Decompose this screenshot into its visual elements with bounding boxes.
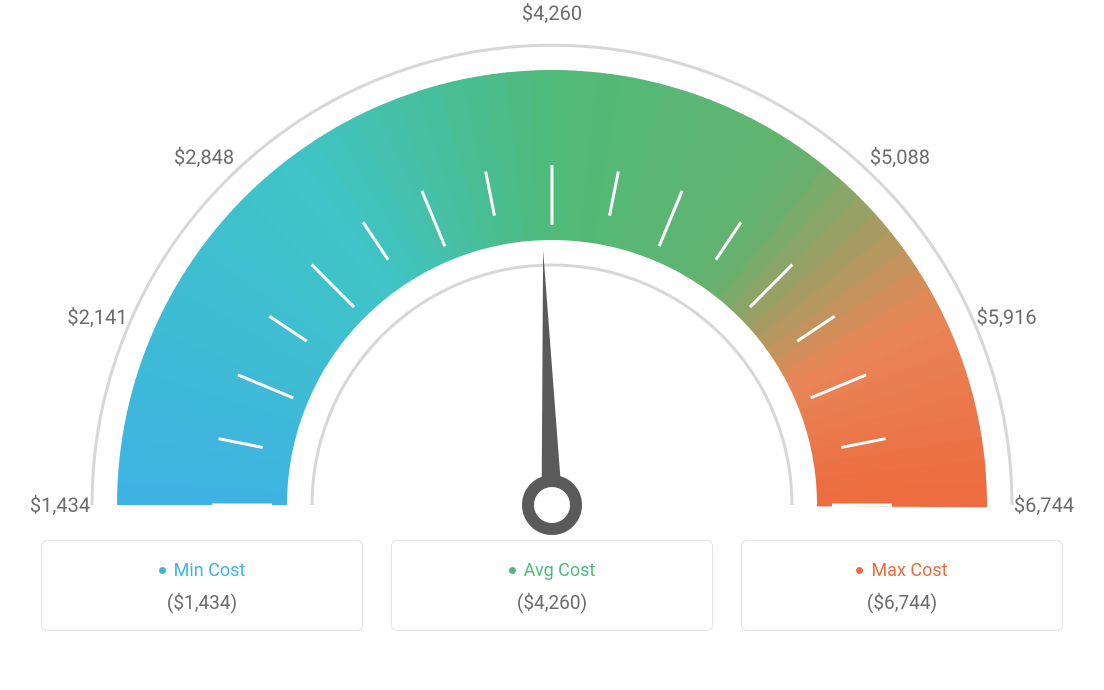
gauge-tick-label: $2,141 [67, 305, 127, 329]
gauge-tick-label: $5,916 [976, 305, 1036, 329]
legend-title: Min Cost [159, 560, 246, 581]
legend-title: Avg Cost [509, 560, 596, 581]
legend-title-text: Avg Cost [524, 560, 596, 581]
legend-value: ($1,434) [42, 591, 362, 614]
gauge-tick-label: $6,744 [1014, 493, 1074, 517]
legend-title: Max Cost [856, 560, 947, 581]
gauge-tick-label: $2,848 [174, 145, 234, 169]
legend-dot-icon [509, 567, 516, 574]
gauge-svg [0, 0, 1104, 560]
legend-title-text: Min Cost [174, 560, 246, 581]
legend-dot-icon [159, 567, 166, 574]
gauge-wrap: $1,434 $2,141 $2,848 $4,260 $5,088 $5,916 $6,7… [0, 0, 1104, 540]
gauge-tick-label: $5,088 [870, 145, 930, 169]
legend-value: ($4,260) [392, 591, 712, 614]
legend-title-text: Max Cost [871, 560, 947, 581]
gauge-tick-label: $4,260 [522, 1, 582, 25]
gauge-tick-label: $1,434 [30, 493, 90, 517]
cost-gauge-container: $1,434 $2,141 $2,848 $4,260 $5,088 $5,916 $6,7… [0, 0, 1104, 690]
legend-value: ($6,744) [742, 591, 1062, 614]
legend-dot-icon [856, 567, 863, 574]
